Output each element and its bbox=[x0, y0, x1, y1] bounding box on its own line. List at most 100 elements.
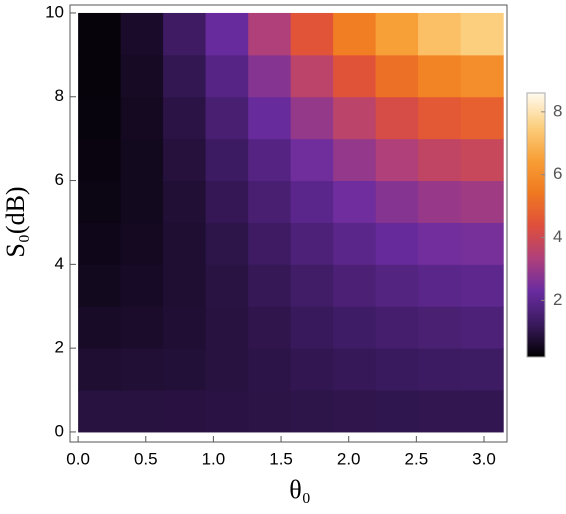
heat-cell bbox=[375, 348, 419, 391]
heat-cell bbox=[290, 264, 334, 307]
heat-cell bbox=[290, 54, 334, 98]
heat-cell bbox=[163, 96, 207, 140]
heat-cell bbox=[78, 96, 122, 140]
heat-cell bbox=[78, 222, 122, 265]
heat-cell bbox=[248, 222, 292, 265]
heat-cell bbox=[120, 222, 164, 265]
heat-cell bbox=[205, 180, 249, 223]
heat-cell bbox=[163, 222, 207, 265]
heat-cell bbox=[418, 54, 462, 98]
heat-cell bbox=[248, 180, 292, 223]
heat-cell bbox=[120, 96, 164, 140]
heat-cell bbox=[460, 306, 504, 349]
heat-cell bbox=[163, 54, 207, 98]
heat-cell bbox=[290, 348, 334, 391]
heat-cell bbox=[120, 138, 164, 182]
x-tick-label: 1.0 bbox=[202, 449, 226, 468]
heat-cell bbox=[460, 96, 504, 140]
heat-cell bbox=[205, 54, 249, 98]
x-tick-label: 0.5 bbox=[134, 449, 158, 468]
colorbar bbox=[526, 92, 546, 358]
heat-cell bbox=[205, 390, 249, 433]
heat-cell bbox=[78, 180, 122, 223]
heat-cell bbox=[333, 264, 377, 307]
heat-cell bbox=[120, 348, 164, 391]
heat-cell bbox=[418, 12, 462, 56]
heat-cell bbox=[205, 264, 249, 307]
heat-cell bbox=[205, 96, 249, 140]
heat-cell bbox=[418, 306, 462, 349]
heat-cell bbox=[120, 54, 164, 98]
heat-cell bbox=[290, 138, 334, 182]
heat-cell bbox=[375, 180, 419, 223]
heat-cell bbox=[78, 264, 122, 307]
heat-cell bbox=[333, 348, 377, 391]
heat-cell bbox=[333, 180, 377, 223]
heatmap bbox=[78, 12, 504, 433]
heat-cell bbox=[78, 54, 122, 98]
colorbar-tick-label: 8 bbox=[553, 101, 562, 120]
heat-cell bbox=[460, 12, 504, 56]
heat-cell bbox=[78, 138, 122, 182]
heat-cell bbox=[205, 306, 249, 349]
x-tick-label: 2.5 bbox=[405, 449, 429, 468]
y-tick-label: 0 bbox=[55, 421, 64, 440]
heat-cell bbox=[375, 264, 419, 307]
heat-cell bbox=[460, 138, 504, 182]
heat-cell bbox=[418, 180, 462, 223]
heat-cell bbox=[120, 264, 164, 307]
heat-cell bbox=[460, 180, 504, 223]
heat-cell bbox=[333, 96, 377, 140]
heat-cell bbox=[205, 222, 249, 265]
colorbar-tick-label: 2 bbox=[553, 290, 562, 309]
plot-frame bbox=[69, 4, 508, 443]
heat-cell bbox=[205, 138, 249, 182]
heat-cell bbox=[248, 306, 292, 349]
y-tick-label: 4 bbox=[55, 254, 64, 273]
heat-cell bbox=[248, 264, 292, 307]
heat-cell bbox=[290, 96, 334, 140]
heat-cell bbox=[375, 306, 419, 349]
heat-cell bbox=[460, 390, 504, 433]
y-tick-label: 2 bbox=[55, 338, 64, 357]
heat-cell bbox=[333, 306, 377, 349]
heat-cell bbox=[290, 390, 334, 433]
heat-cell bbox=[333, 12, 377, 56]
heat-cell bbox=[248, 12, 292, 56]
heat-cell bbox=[375, 54, 419, 98]
heat-cell bbox=[333, 54, 377, 98]
colorbar-tick-label: 6 bbox=[553, 164, 562, 183]
heat-cell bbox=[248, 348, 292, 391]
heat-cell bbox=[248, 138, 292, 182]
heat-cell bbox=[78, 12, 122, 56]
heat-cell bbox=[460, 264, 504, 307]
heat-cell bbox=[163, 138, 207, 182]
x-tick-label: 0.0 bbox=[66, 449, 90, 468]
heat-cell bbox=[418, 96, 462, 140]
heat-cell bbox=[120, 12, 164, 56]
y-axis-label: S₀(dB) bbox=[1, 186, 30, 257]
heat-cell bbox=[333, 222, 377, 265]
heat-cell bbox=[120, 390, 164, 433]
heat-cell bbox=[375, 222, 419, 265]
heat-cell bbox=[333, 138, 377, 182]
heat-cell bbox=[163, 180, 207, 223]
heat-cell bbox=[248, 54, 292, 98]
heat-cell bbox=[460, 348, 504, 391]
heat-cell bbox=[290, 180, 334, 223]
heat-cell bbox=[78, 348, 122, 391]
heat-cell bbox=[163, 306, 207, 349]
heat-cell bbox=[418, 138, 462, 182]
x-axis-label: θ₀ bbox=[289, 475, 311, 504]
y-tick-label: 8 bbox=[55, 86, 64, 105]
heat-cell bbox=[418, 390, 462, 433]
y-tick-label: 6 bbox=[55, 170, 64, 189]
heat-cell bbox=[78, 306, 122, 349]
heat-cell bbox=[290, 222, 334, 265]
heat-cell bbox=[333, 390, 377, 433]
heat-cell bbox=[418, 264, 462, 307]
heat-cell bbox=[163, 390, 207, 433]
heat-cell bbox=[248, 390, 292, 433]
heat-cell bbox=[205, 348, 249, 391]
